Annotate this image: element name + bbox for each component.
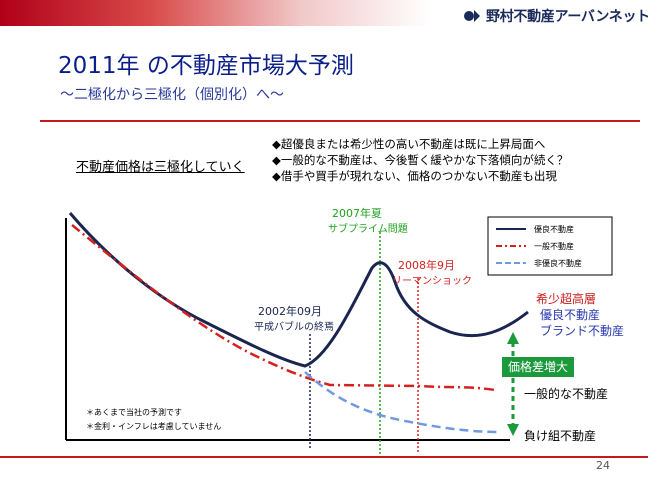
gap-badge: [502, 357, 574, 377]
poor-line: [304, 371, 501, 434]
legend-label-general: 一般不動産: [534, 241, 574, 251]
label-losers: 負け組不動産: [524, 428, 596, 443]
label-subprime: サブプライム問題: [328, 222, 408, 235]
bullet-item: ◆一般的な不動産は、今後暫く緩やかな下落傾向が続く？: [272, 153, 569, 167]
label-general: 一般的な不動産: [524, 386, 608, 401]
note-assumptions: ＊金利・インフレは考慮していません: [86, 421, 221, 431]
bullet-item: ◆超優良または希少性の高い不動産は既に上昇局面へ: [272, 137, 546, 151]
bullet-list: ◆超優良または希少性の高い不動産は既に上昇局面へ ◆一般的な不動産は、今後暫く緩…: [272, 136, 568, 184]
legend-box: [487, 216, 613, 276]
gap-arrow-up-icon: [507, 332, 519, 344]
logo-mark-icon: [464, 10, 480, 22]
label-sep-2002: 2002年09月: [258, 304, 322, 318]
company-name: 野村不動産アーバンネット: [486, 9, 648, 25]
page-subtitle: ～二極化から三極化（個別化）へ～: [60, 87, 284, 103]
legend-label-premium: 優良不動産: [534, 224, 574, 234]
page-title: 2011年 の不動産市場大予測: [58, 53, 354, 79]
label-premium-rare: 希少超高層: [536, 291, 596, 306]
label-bubble-end: 平成バブルの終焉: [254, 320, 334, 333]
label-premium-brand: ブランド不動産: [540, 323, 624, 338]
title-divider: [40, 120, 640, 122]
legend: 優良不動産 一般不動産 非優良不動産: [487, 216, 613, 276]
page-number: 24: [596, 459, 610, 472]
footer-divider: [0, 456, 648, 458]
gap-badge-label: 価格差増大: [508, 359, 568, 374]
section-heading: 不動産価格は三極化していく: [76, 160, 245, 175]
label-summer-2007: 2007年夏: [332, 206, 382, 220]
company-logo: 野村不動産アーバンネット: [462, 6, 648, 26]
premium-line: [68, 212, 529, 368]
note-forecast: ＊あくまで当社の予測です: [86, 407, 182, 417]
general-line: [71, 224, 496, 392]
legend-label-poor: 非優良不動産: [534, 258, 582, 268]
bullet-item: ◆借手や買手が現れない、価格のつかない不動産も出現: [272, 169, 557, 183]
label-lehman: リーマンショック: [392, 275, 472, 287]
label-sep-2008: 2008年9月: [398, 258, 455, 272]
label-premium-quality: 優良不動産: [540, 307, 600, 322]
gap-arrow-down-icon: [507, 424, 519, 436]
header-bar: [0, 0, 430, 26]
